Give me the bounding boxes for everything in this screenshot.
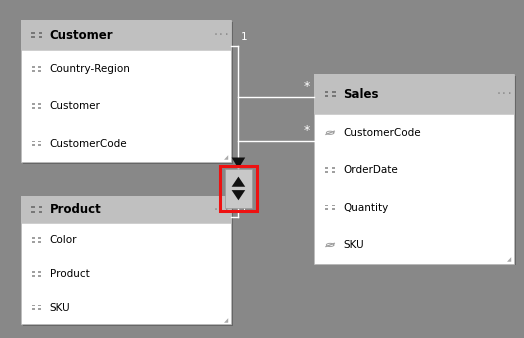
Bar: [332, 167, 335, 169]
Text: ···: ···: [212, 204, 230, 215]
Text: Product: Product: [50, 203, 102, 216]
Bar: [32, 305, 35, 307]
Bar: [314, 74, 514, 264]
Bar: [31, 206, 35, 208]
Bar: [23, 22, 233, 164]
Text: ···: ···: [212, 30, 230, 40]
Bar: [23, 197, 233, 326]
Bar: [39, 36, 42, 39]
Bar: [32, 271, 35, 273]
Text: 1: 1: [241, 32, 247, 42]
Bar: [32, 107, 35, 109]
Text: Customer: Customer: [50, 29, 113, 42]
Bar: [38, 237, 41, 239]
Bar: [38, 70, 41, 72]
Bar: [32, 103, 35, 105]
Bar: [220, 166, 257, 211]
Polygon shape: [232, 158, 245, 169]
Bar: [225, 169, 252, 208]
Text: ◢: ◢: [224, 155, 228, 161]
Text: SKU: SKU: [50, 303, 70, 313]
Text: CustomerCode: CustomerCode: [343, 128, 421, 138]
Bar: [325, 204, 329, 207]
Bar: [324, 95, 328, 97]
Bar: [38, 274, 41, 276]
Bar: [39, 32, 42, 34]
Bar: [332, 91, 335, 93]
Text: Quantity: Quantity: [343, 202, 388, 213]
Text: CustomerCode: CustomerCode: [50, 139, 127, 148]
Bar: [38, 308, 41, 310]
Bar: [31, 36, 35, 39]
Text: Sales: Sales: [343, 88, 379, 101]
Bar: [31, 211, 35, 213]
Bar: [314, 74, 514, 114]
Bar: [316, 76, 516, 265]
Bar: [32, 144, 35, 146]
Bar: [32, 241, 35, 243]
Bar: [38, 66, 41, 68]
Bar: [21, 196, 231, 324]
Text: SKU: SKU: [343, 240, 364, 250]
Bar: [332, 95, 335, 97]
Bar: [324, 91, 328, 93]
Bar: [38, 103, 41, 105]
Bar: [39, 206, 42, 208]
Bar: [38, 305, 41, 307]
Text: 1: 1: [241, 202, 247, 213]
Bar: [38, 144, 41, 146]
Bar: [325, 171, 329, 173]
Text: *: *: [303, 80, 310, 93]
Bar: [325, 167, 329, 169]
Bar: [32, 70, 35, 72]
Bar: [38, 271, 41, 273]
Bar: [38, 107, 41, 109]
Polygon shape: [232, 190, 245, 200]
Bar: [21, 20, 231, 50]
Text: Customer: Customer: [50, 101, 101, 111]
Text: ◢: ◢: [507, 257, 511, 262]
Bar: [332, 171, 335, 173]
Bar: [39, 211, 42, 213]
Polygon shape: [232, 176, 245, 187]
Bar: [32, 237, 35, 239]
Text: *: *: [303, 124, 310, 137]
Bar: [32, 66, 35, 68]
Bar: [325, 209, 329, 210]
Bar: [21, 20, 231, 162]
Text: Country-Region: Country-Region: [50, 64, 130, 74]
Bar: [332, 204, 335, 207]
Bar: [38, 141, 41, 142]
Bar: [38, 241, 41, 243]
Bar: [32, 308, 35, 310]
Text: OrderDate: OrderDate: [343, 165, 398, 175]
Text: Color: Color: [50, 235, 77, 245]
Bar: [32, 274, 35, 276]
Text: ◢: ◢: [224, 318, 228, 323]
Text: Product: Product: [50, 269, 90, 279]
Bar: [32, 141, 35, 142]
Bar: [332, 209, 335, 210]
Bar: [21, 196, 231, 223]
Bar: [31, 32, 35, 34]
Text: ···: ···: [495, 89, 513, 99]
